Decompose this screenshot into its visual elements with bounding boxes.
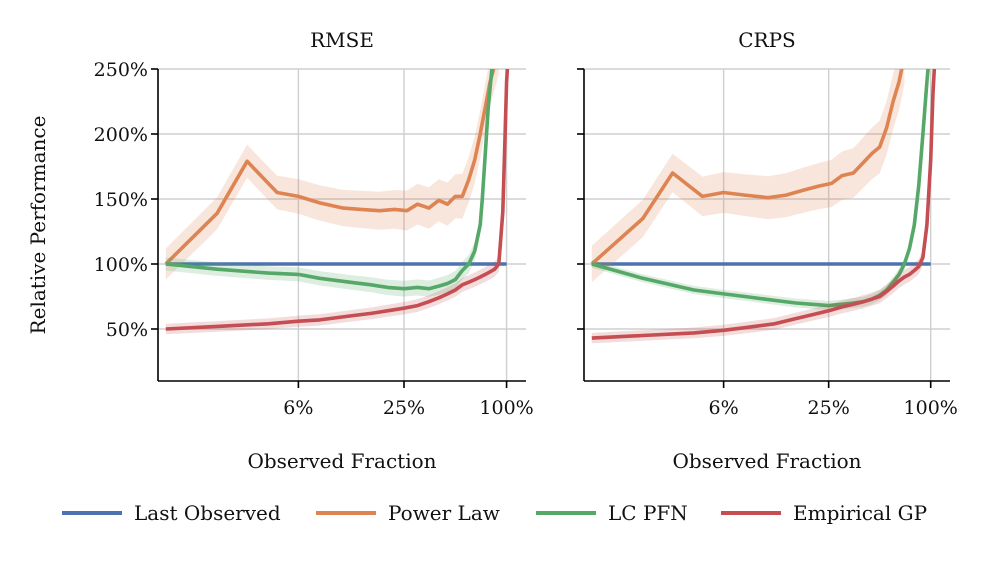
legend-label: LC PFN xyxy=(608,501,688,525)
lc-pfn-band xyxy=(165,69,494,297)
x-tick-label: 100% xyxy=(904,397,958,419)
panel-title: RMSE xyxy=(310,28,374,52)
y-tick-label: 200% xyxy=(94,124,148,146)
plot-area xyxy=(590,69,937,344)
y-tick-label: 250% xyxy=(94,59,148,81)
power-law-line xyxy=(164,69,496,266)
legend-label: Last Observed xyxy=(134,501,281,525)
power-law-band xyxy=(165,69,499,280)
empirical-gp-line xyxy=(591,69,937,340)
panel-title: CRPS xyxy=(738,28,796,52)
axes: 6% 25% 100% xyxy=(577,68,958,419)
legend-item-last-observed: Last Observed xyxy=(62,501,281,525)
legend-label: Power Law xyxy=(388,501,500,525)
y-tick-label: 150% xyxy=(94,189,148,211)
power-law-band xyxy=(591,69,905,283)
power-law-line xyxy=(590,69,904,266)
x-tick-label: 25% xyxy=(808,397,850,419)
x-axis-label: Observed Fraction xyxy=(672,449,861,473)
legend-item-lc-pfn: LC PFN xyxy=(536,501,688,525)
series-layer xyxy=(590,69,937,344)
x-tick-label: 6% xyxy=(283,397,313,419)
x-tick-label: 6% xyxy=(709,397,739,419)
legend-label: Empirical GP xyxy=(793,501,927,525)
rmse-panel: RMSE 6% 25% 100% 50% 100% 150% 200% 250% Observ… xyxy=(26,28,534,473)
y-axis-label: Relative Performance xyxy=(26,116,50,335)
y-tick-label: 100% xyxy=(94,254,148,276)
axes: 6% 25% 100% 50% 100% 150% 200% 250% xyxy=(94,59,534,419)
plot-area xyxy=(164,69,510,335)
legend: Last Observed Power Law LC PFN Empirical… xyxy=(62,501,927,525)
legend-item-power-law: Power Law xyxy=(316,501,500,525)
crps-panel: CRPS 6% 25% 100% Observed Fraction xyxy=(577,28,958,473)
empirical-gp-line xyxy=(165,69,510,331)
series-layer xyxy=(164,69,510,335)
x-tick-label: 25% xyxy=(383,397,425,419)
x-tick-label: 100% xyxy=(479,397,533,419)
legend-item-empirical-gp: Empirical GP xyxy=(721,501,927,525)
y-tick-label: 50% xyxy=(106,319,148,341)
lc-pfn-line xyxy=(165,69,494,291)
x-axis-label: Observed Fraction xyxy=(247,449,436,473)
